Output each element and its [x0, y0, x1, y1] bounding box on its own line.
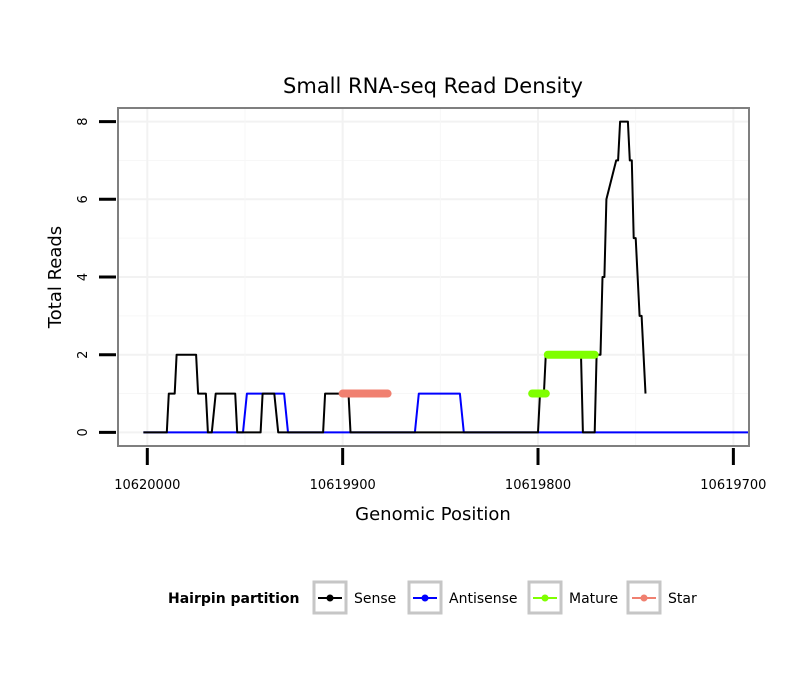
x-tick-label-0: 10620000	[114, 478, 180, 493]
legend-title: Hairpin partition	[168, 591, 299, 607]
x-tick-label-1: 10619900	[310, 478, 376, 493]
x-axis: 10620000 10619900 10619800 10619700	[114, 448, 766, 493]
y-tick-label-1: 2	[76, 351, 91, 359]
series-layer	[143, 120, 749, 434]
legend-key-mature-dot	[541, 594, 549, 602]
x-axis-title: Genomic Position	[355, 504, 511, 525]
y-tick-label-2: 4	[76, 273, 91, 281]
legend-label-mature: Mature	[569, 591, 618, 607]
legend-label-antisense: Antisense	[449, 591, 518, 607]
y-tick-label-4: 8	[76, 117, 91, 125]
y-tick-label-3: 6	[76, 195, 91, 203]
chart-title: Small RNA-seq Read Density	[283, 74, 583, 98]
legend-key-sense-dot	[326, 594, 334, 602]
grid-lines	[118, 108, 749, 446]
legend-label-sense: Sense	[354, 591, 396, 607]
y-axis: 0 2 4 6 8	[76, 117, 116, 437]
x-tick-label-2: 10619800	[505, 478, 571, 493]
y-tick-label-0: 0	[76, 428, 91, 436]
y-axis-title: Total Reads	[45, 226, 66, 329]
plot-border	[117, 107, 750, 447]
x-tick-label-3: 10619700	[700, 478, 766, 493]
legend-label-star: Star	[668, 591, 697, 607]
legend: Hairpin partition Sense Antisense Mature St…	[168, 580, 697, 615]
legend-key-star-dot	[640, 594, 648, 602]
legend-key-antisense-dot	[421, 594, 429, 602]
